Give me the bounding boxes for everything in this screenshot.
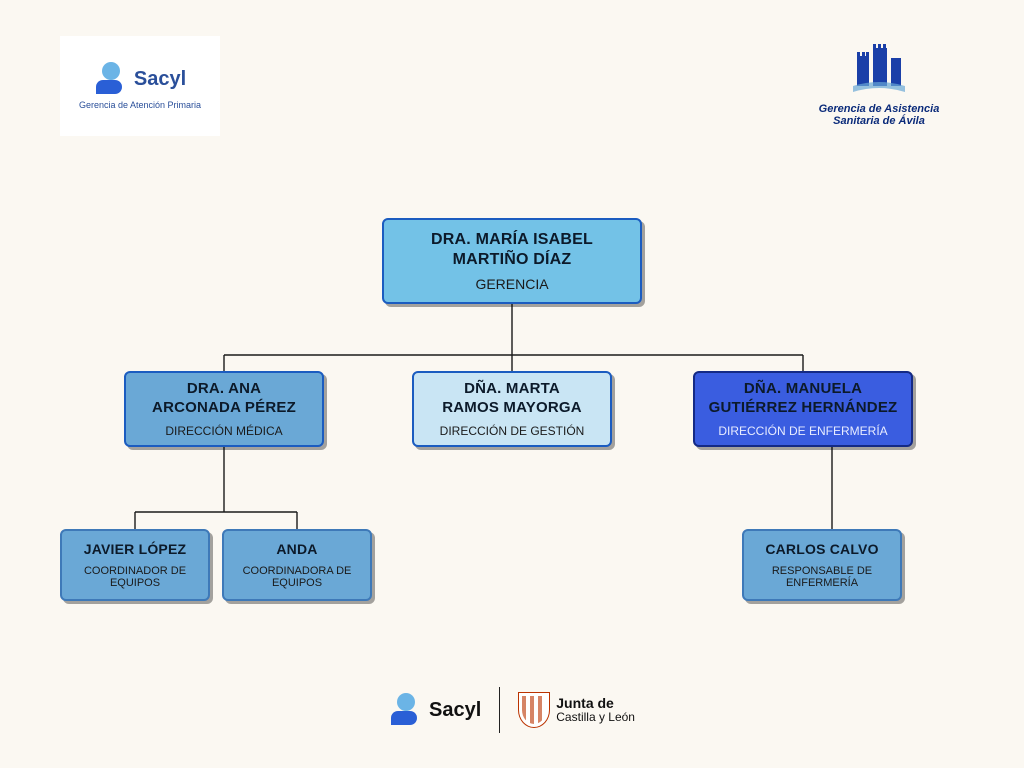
node-medica-name2: ARCONADA PÉREZ bbox=[152, 399, 296, 416]
logo-avila: Gerencia de Asistencia Sanitaria de Ávil… bbox=[794, 36, 964, 146]
junta-logo: Junta de Castilla y León bbox=[518, 692, 635, 728]
sacyl-mark-icon bbox=[94, 62, 128, 96]
avila-line1: Gerencia de Asistencia bbox=[794, 103, 964, 115]
node-direccion-medica: DRA. ANA ARCONADA PÉREZ DIRECCIÓN MÉDICA bbox=[124, 371, 324, 447]
node-gerencia-role: GERENCIA bbox=[392, 276, 632, 292]
junta-shield-icon bbox=[518, 692, 550, 728]
node-direccion-gestion: DÑA. MARTA RAMOS MAYORGA DIRECCIÓN DE GE… bbox=[412, 371, 612, 447]
node-gestion-name1: DÑA. MARTA bbox=[464, 380, 560, 397]
node-coordinador-2: ANDA COORDINADORA DE EQUIPOS bbox=[222, 529, 372, 601]
sacyl-mark-icon-2 bbox=[389, 693, 423, 727]
junta-line1: Junta de bbox=[556, 695, 614, 711]
node-re-name: CARLOS CALVO bbox=[765, 541, 878, 557]
junta-line2: Castilla y León bbox=[556, 710, 635, 724]
node-gerencia-name2: MARTIÑO DÍAZ bbox=[453, 251, 572, 268]
footer-separator bbox=[499, 687, 500, 733]
sacyl-subtitle: Gerencia de Atención Primaria bbox=[79, 100, 201, 110]
node-gestion-name2: RAMOS MAYORGA bbox=[442, 399, 582, 416]
node-gerencia: DRA. MARÍA ISABEL MARTIÑO DÍAZ GERENCIA bbox=[382, 218, 642, 304]
node-direccion-enfermeria: DÑA. MANUELA GUTIÉRREZ HERNÁNDEZ DIRECCI… bbox=[693, 371, 913, 447]
node-re-role1: RESPONSABLE DE bbox=[772, 565, 872, 577]
node-re-role2: ENFERMERÍA bbox=[786, 577, 858, 589]
node-enf-role: DIRECCIÓN DE ENFERMERÍA bbox=[703, 424, 903, 438]
node-c2-name: ANDA bbox=[276, 541, 317, 557]
castle-icon bbox=[849, 36, 909, 96]
node-c1-role2: EQUIPOS bbox=[110, 577, 160, 589]
node-c1-role1: COORDINADOR DE bbox=[84, 565, 186, 577]
node-enf-name2: GUTIÉRREZ HERNÁNDEZ bbox=[709, 399, 898, 416]
avila-line2: Sanitaria de Ávila bbox=[794, 115, 964, 127]
node-responsable-enfermeria: CARLOS CALVO RESPONSABLE DE ENFERMERÍA bbox=[742, 529, 902, 601]
node-medica-name1: DRA. ANA bbox=[187, 380, 261, 397]
logo-sacyl-top: Sacyl Gerencia de Atención Primaria bbox=[60, 36, 220, 136]
sacyl-brand-bottom: Sacyl bbox=[429, 699, 481, 722]
node-c2-role2: EQUIPOS bbox=[272, 577, 322, 589]
node-enf-name1: DÑA. MANUELA bbox=[744, 380, 862, 397]
node-coordinador-1: JAVIER LÓPEZ COORDINADOR DE EQUIPOS bbox=[60, 529, 210, 601]
sacyl-brand: Sacyl bbox=[134, 68, 186, 91]
logo-footer: Sacyl Junta de Castilla y León bbox=[362, 670, 662, 750]
node-gerencia-name1: DRA. MARÍA ISABEL bbox=[431, 231, 593, 248]
node-c1-name: JAVIER LÓPEZ bbox=[84, 541, 187, 557]
node-c2-role1: COORDINADORA DE bbox=[243, 565, 352, 577]
node-medica-role: DIRECCIÓN MÉDICA bbox=[134, 424, 314, 438]
node-gestion-role: DIRECCIÓN DE GESTIÓN bbox=[422, 424, 602, 438]
